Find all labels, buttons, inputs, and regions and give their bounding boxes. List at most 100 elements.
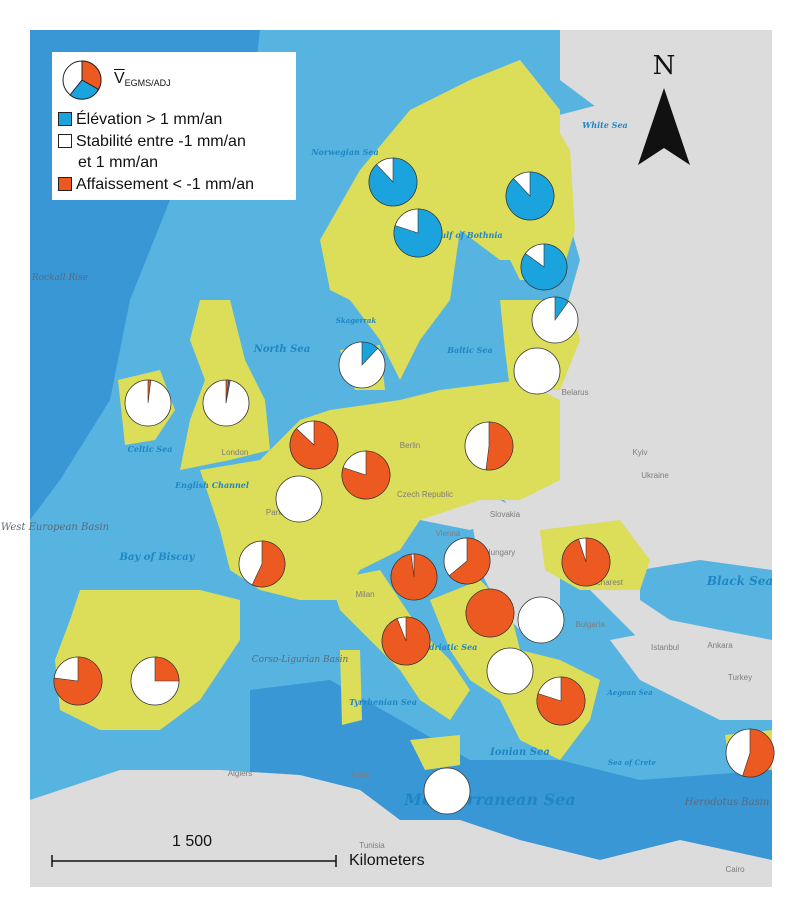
pie-serbia-bih-base — [517, 596, 565, 644]
legend-subsidence-label: Affaissement < -1 mm/an — [76, 176, 254, 193]
pie-montenegro-albania-base — [486, 647, 534, 695]
pie-slovenia-subsidence-slice — [390, 553, 438, 601]
place-label: Bucharest — [587, 578, 624, 587]
eastern-land — [480, 60, 772, 720]
pie-germany — [341, 450, 391, 500]
sea-label: Ionian Sea — [489, 747, 550, 758]
legend-item-stability-cont: et 1 mm/an — [58, 153, 158, 173]
sea-label: Rockall Rise — [31, 273, 88, 283]
subsidence-swatch — [58, 177, 72, 191]
pie-estonia — [531, 296, 579, 344]
place-label: Cairo — [725, 865, 745, 874]
pie-norway — [368, 157, 418, 207]
pie-sicily-malta — [423, 767, 471, 815]
legend-subscript: EGMS/ADJ — [124, 78, 171, 88]
legend-stability-label-2: et 1 mm/an — [78, 154, 159, 171]
place-label: Istanbul — [651, 643, 679, 652]
russia-north — [560, 30, 772, 120]
pie-italy-subsidence-slice — [381, 616, 431, 666]
north-arrow: N — [638, 51, 690, 165]
pie-cyprus-subsidence-slice — [742, 728, 775, 778]
place-label: Milan — [355, 590, 374, 599]
pie-france — [238, 540, 286, 588]
scale-unit-label: Kilometers — [349, 852, 425, 869]
sea-label: English Channel — [174, 480, 249, 490]
pie-croatia — [465, 588, 515, 638]
pie-denmark-elevation-slice — [361, 341, 379, 366]
legend-symbol: V — [114, 70, 125, 87]
pie-austria-subsidence-slice — [448, 537, 491, 585]
pie-united-kingdom-elevation-slice — [225, 379, 231, 404]
pie-portugal — [53, 656, 103, 706]
corsica-sardinia — [340, 650, 362, 725]
sea-label: Norwegian Sea — [310, 147, 378, 157]
turkey-land — [610, 610, 772, 720]
pie-estonia-elevation-slice — [554, 296, 569, 321]
sea-label: Adriatic Sea — [422, 642, 478, 652]
pie-poland — [464, 421, 514, 471]
pie-latvia-lithuania — [513, 347, 561, 395]
pie-finland-north-elevation-slice — [505, 171, 555, 221]
place-label: Slovakia — [490, 510, 521, 519]
place-label: Ankara — [707, 641, 733, 650]
pie-romania — [561, 537, 611, 587]
sea-label: Celtic Sea — [128, 444, 173, 454]
pie-cyprus — [725, 728, 775, 778]
place-label: Algiers — [228, 769, 252, 778]
stability-swatch — [58, 134, 72, 148]
sea-label: West European Basin — [1, 522, 109, 533]
place-label: Ukraine — [641, 471, 669, 480]
legend-elevation-label: Élévation > 1 mm/an — [76, 111, 223, 128]
pie-ireland — [124, 379, 172, 427]
pie-sicily-malta-base — [423, 767, 471, 815]
pie-belgium-lux-base — [275, 475, 323, 523]
place-labels: Czech Republic Slovakia Hungary Vienna Bulga… — [222, 388, 752, 874]
pie-spain-subsidence-slice — [154, 656, 180, 682]
legend-item-elevation: Élévation > 1 mm/an — [58, 110, 222, 130]
north-arrow-label: N — [653, 51, 676, 81]
place-label: Kyiv — [632, 448, 647, 457]
pie-united-kingdom — [202, 379, 250, 427]
place-label: Bulgaria — [575, 620, 605, 629]
place-label: Vienna — [436, 529, 461, 538]
pie-norway-elevation-slice — [368, 157, 418, 207]
sicily-land — [410, 735, 460, 770]
sea-label: Corso-Ligurian Basin — [252, 655, 349, 665]
sea-label: Herodotus Basin — [684, 797, 770, 808]
pie-ireland-subsidence-slice — [147, 379, 152, 404]
pie-portugal-subsidence-slice — [53, 656, 103, 706]
place-label: London — [222, 448, 249, 457]
pie-montenegro-albania — [486, 647, 534, 695]
pie-croatia-subsidence-slice — [465, 588, 515, 638]
pie-netherlands — [289, 420, 339, 470]
pie-finland-north — [505, 171, 555, 221]
pie-finland-south-elevation-slice — [520, 243, 568, 291]
sea-label: North Sea — [253, 344, 311, 355]
legend-item-stability: Stabilité entre -1 mm/an — [58, 132, 246, 152]
pie-greece-subsidence-slice — [536, 676, 586, 726]
pie-denmark — [338, 341, 386, 389]
north-arrow-icon — [638, 88, 690, 165]
pie-greece — [536, 676, 586, 726]
place-label: Berlin — [400, 441, 420, 450]
place-label: Czech Republic — [397, 490, 453, 499]
sea-label: Bay of Biscay — [119, 552, 196, 563]
sea-label: Baltic Sea — [446, 345, 492, 355]
pie-spain — [130, 656, 180, 706]
legend: VEGMS/ADJ Élévation > 1 mm/an Stabilité … — [52, 52, 296, 200]
sea-label: Aegean Sea — [606, 688, 653, 697]
pie-serbia-bih — [517, 596, 565, 644]
sea-label: Black Sea — [706, 574, 773, 588]
pie-belgium-lux — [275, 475, 323, 523]
pie-poland-subsidence-slice — [485, 421, 514, 471]
elevation-swatch — [58, 112, 72, 126]
place-label: Paris — [266, 508, 284, 517]
legend-pie-icon — [62, 60, 102, 100]
pie-latvia-lithuania-base — [513, 347, 561, 395]
sea-label: Skagerrak — [336, 316, 377, 325]
place-label: Tunisia — [359, 841, 385, 850]
sea-label: Tyrrhenian Sea — [349, 697, 417, 707]
place-label: Belarus — [561, 388, 588, 397]
place-label: Tunis — [350, 770, 369, 779]
